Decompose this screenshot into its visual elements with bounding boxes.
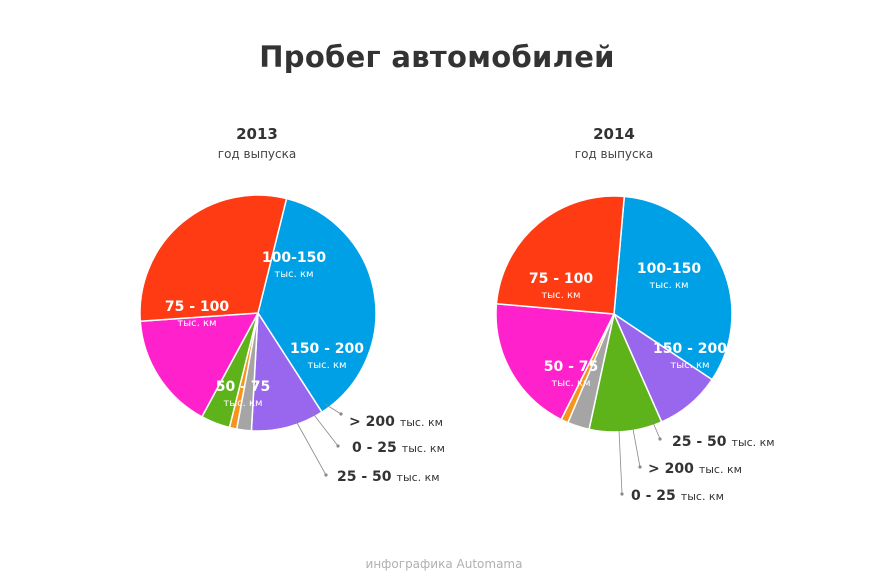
leader-line-over-200 bbox=[632, 428, 641, 468]
slice-label-25-50: 25 - 50 тыс. км bbox=[672, 434, 775, 450]
slice-unit-label: тыс. км bbox=[402, 442, 445, 455]
slice-unit-label: тыс. км bbox=[670, 360, 709, 371]
leader-dot bbox=[336, 444, 340, 448]
slice-unit-label: тыс. км bbox=[400, 416, 443, 429]
pie-slice-75-100 bbox=[495, 195, 626, 315]
pie-slices-2013 bbox=[139, 194, 377, 432]
leader-line-25-50 bbox=[295, 420, 327, 476]
slice-unit-label: тыс. км bbox=[681, 490, 724, 503]
slice-label-0-25: 0 - 25 тыс. км bbox=[352, 440, 445, 456]
leader-dot bbox=[658, 437, 662, 441]
leader-dot bbox=[638, 465, 642, 469]
pie-slice-50-75 bbox=[139, 312, 259, 418]
slice-label-75-100: 75 - 100 bbox=[165, 299, 230, 315]
pie-slice-100-150 bbox=[257, 197, 377, 413]
slice-unit-label: тыс. км bbox=[177, 318, 216, 329]
slice-label-value: 0 - 25 bbox=[631, 488, 676, 504]
slice-label-0-25: 0 - 25 тыс. км bbox=[631, 488, 724, 504]
slice-label-25-50: 25 - 50 тыс. км bbox=[337, 469, 440, 485]
chart-year-2014: 2014 bbox=[593, 125, 635, 143]
chart-year-2013: 2013 bbox=[236, 125, 278, 143]
pie-slice-25-50 bbox=[588, 313, 663, 433]
leader-line-0-25 bbox=[310, 410, 339, 447]
slice-label-over-200: > 200 тыс. км bbox=[349, 414, 443, 430]
slice-label-value: 25 - 50 bbox=[337, 469, 392, 485]
pie-slice-100-150 bbox=[613, 195, 733, 381]
leader-line-over-200 bbox=[324, 403, 342, 415]
slice-label-50-75: 50 - 75 bbox=[544, 359, 599, 375]
chart-subtitle-2014: год выпуска bbox=[575, 147, 653, 161]
slice-unit-label: тыс. км bbox=[541, 290, 580, 301]
slice-label-100-150: 100-150 bbox=[637, 261, 702, 277]
slice-label-value: 25 - 50 bbox=[672, 434, 727, 450]
slice-label-150-200: 150 - 200 bbox=[290, 341, 364, 357]
slice-unit-label: тыс. км bbox=[223, 398, 262, 409]
slice-unit-label: тыс. км bbox=[649, 280, 688, 291]
pie-slices-2014 bbox=[495, 195, 733, 433]
leader-dot bbox=[620, 492, 624, 496]
pie-slice-150-200 bbox=[250, 312, 323, 432]
pie-labels-2014: 100-150 тыс. км 150 - 200 тыс. км 25 - 50 тыс… bbox=[529, 261, 775, 504]
slice-unit-label: тыс. км bbox=[397, 471, 440, 484]
pie-slice-50-75 bbox=[495, 302, 615, 421]
slice-unit-label: тыс. км bbox=[307, 360, 346, 371]
slice-label-over-200: > 200 тыс. км bbox=[648, 461, 742, 477]
pie-slice-75-100 bbox=[139, 194, 288, 322]
slice-label-value: > 200 bbox=[648, 461, 694, 477]
slice-label-50-75: 50 - 75 bbox=[216, 379, 271, 395]
leader-line-25-50 bbox=[651, 419, 661, 440]
slice-unit-label: тыс. км bbox=[732, 436, 775, 449]
slice-label-75-100: 75 - 100 bbox=[529, 271, 594, 287]
slice-label-value: 0 - 25 bbox=[352, 440, 397, 456]
page-title: Пробег автомобилей bbox=[259, 40, 615, 74]
leader-dot bbox=[324, 473, 328, 477]
leader-line-0-25 bbox=[618, 429, 623, 495]
pie-chart-2014: 2014 год выпуска 100-150 тыс. км 150 - 200… bbox=[495, 125, 775, 504]
slice-unit-label: тыс. км bbox=[274, 269, 313, 280]
slice-label-150-200: 150 - 200 bbox=[653, 341, 727, 357]
leader-dot bbox=[339, 412, 343, 416]
pie-labels-2013: 100-150 тыс. км 150 - 200 тыс. км > 200 тыс. … bbox=[165, 250, 445, 485]
pie-chart-2013: 2013 год выпуска 100-150 тыс. км 150 - 200… bbox=[139, 125, 445, 485]
chart-subtitle-2013: год выпуска bbox=[218, 147, 296, 161]
footer-credit: инфографика Automama bbox=[366, 557, 523, 571]
slice-unit-label: тыс. км bbox=[699, 463, 742, 476]
slice-label-100-150: 100-150 bbox=[262, 250, 327, 266]
slice-label-value: > 200 bbox=[349, 414, 395, 430]
slice-unit-label: тыс. км bbox=[551, 378, 590, 389]
